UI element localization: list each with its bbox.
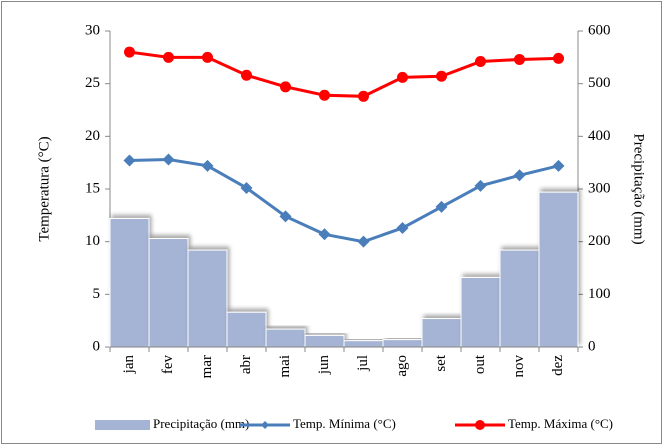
bar [343, 340, 384, 348]
bar [382, 339, 423, 348]
marker [123, 154, 136, 167]
y2-axis-title: Precipitação (mm) [631, 133, 647, 244]
marker [474, 179, 487, 192]
legend-marker [475, 420, 485, 430]
marker [397, 71, 408, 83]
marker [396, 221, 409, 234]
x-tick-label: jul [355, 355, 371, 372]
y2-tick-label: 100 [588, 286, 611, 302]
legend-marker [261, 421, 269, 429]
y2-tick-label: 0 [588, 338, 596, 354]
bar [148, 238, 189, 348]
y-tick-label: 30 [85, 22, 100, 38]
y-tick-label: 5 [93, 286, 101, 302]
marker [319, 89, 330, 101]
y2-tick-label: 600 [588, 22, 611, 38]
legend-swatch [95, 420, 150, 430]
bar [187, 249, 228, 348]
x-tick-label: mai [277, 355, 293, 378]
marker [513, 169, 526, 182]
bar [304, 334, 345, 348]
marker [240, 181, 253, 194]
marker [280, 81, 291, 93]
x-tick-label: fev [160, 355, 176, 375]
y-tick-label: 15 [85, 180, 100, 196]
bar [265, 328, 306, 348]
marker [163, 51, 174, 63]
y2-tick-label: 400 [588, 128, 611, 144]
bar [538, 191, 579, 348]
marker [514, 53, 525, 65]
x-tick-label: dez [550, 355, 566, 376]
marker [436, 70, 447, 82]
bar [226, 311, 267, 348]
y2-tick-label: 500 [588, 75, 611, 91]
x-tick-label: out [472, 354, 488, 374]
marker [475, 56, 486, 68]
marker [357, 235, 370, 248]
x-tick-label: jun [316, 355, 332, 376]
marker [435, 200, 448, 213]
x-tick-label: set [433, 354, 449, 371]
bar [421, 318, 462, 348]
marker [202, 51, 213, 63]
bar [109, 217, 150, 348]
marker [553, 52, 564, 64]
marker [241, 69, 252, 81]
bar [460, 276, 501, 348]
y-tick-label: 25 [85, 75, 100, 91]
x-tick-label: nov [511, 355, 527, 378]
marker [318, 228, 331, 241]
marker [124, 46, 135, 58]
legend-label: Temp. Mínima (°C) [293, 416, 396, 431]
legend-label: Temp. Máxima (°C) [508, 416, 613, 431]
line [129, 50, 559, 98]
y-tick-label: 0 [93, 338, 101, 354]
x-tick-label: ago [394, 355, 410, 377]
marker [552, 159, 565, 172]
y-axis-title: Temperatura (°C) [36, 136, 52, 241]
y-tick-label: 20 [85, 128, 100, 144]
marker [358, 90, 369, 102]
y-tick-label: 10 [85, 233, 100, 249]
marker [279, 210, 292, 223]
x-tick-label: abr [238, 355, 254, 374]
x-tick-label: jan [121, 355, 137, 375]
bar [499, 249, 540, 348]
y2-tick-label: 200 [588, 233, 611, 249]
marker [201, 159, 214, 172]
y2-tick-label: 300 [588, 180, 611, 196]
x-tick-label: mar [199, 355, 215, 378]
line [129, 158, 559, 244]
marker [162, 153, 175, 166]
legend-label: Precipitação (mm) [153, 416, 249, 431]
